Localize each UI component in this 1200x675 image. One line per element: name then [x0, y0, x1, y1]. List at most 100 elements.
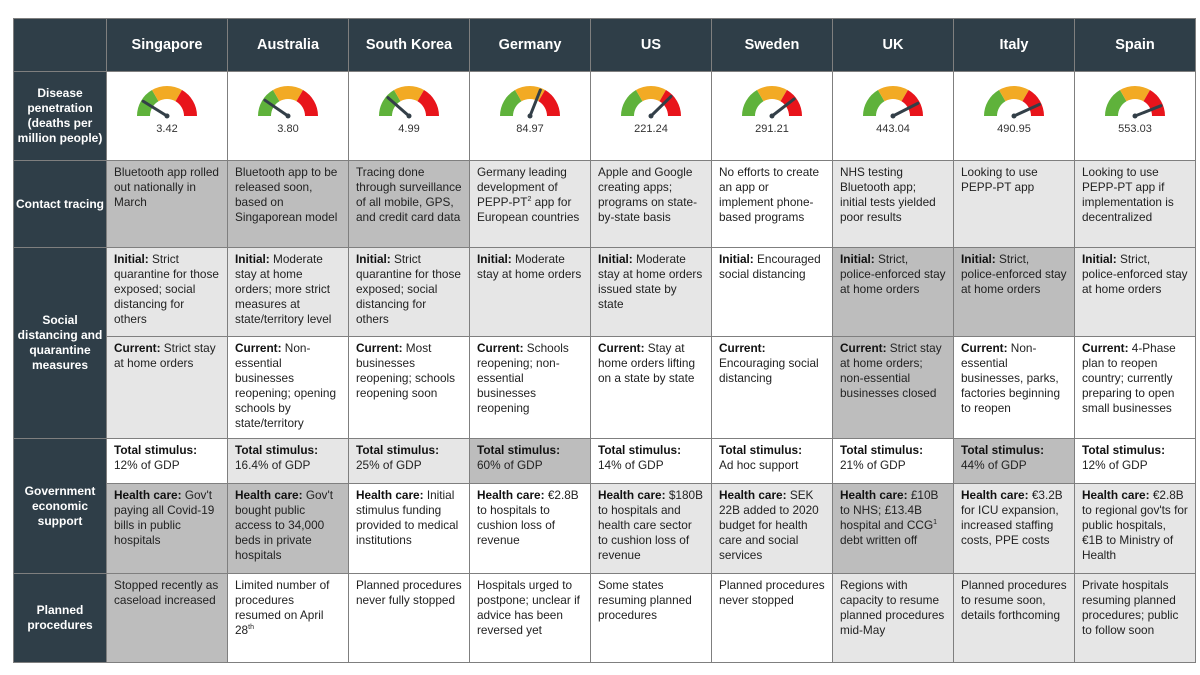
- cell-label: Current:: [961, 341, 1008, 355]
- gauge-orange-segment: [394, 86, 424, 102]
- gauge-green-segment: [984, 90, 1006, 116]
- cell-text: 44% of GDP: [961, 458, 1027, 472]
- column-header: Italy: [954, 19, 1074, 71]
- cell-label: Health care:: [1082, 488, 1150, 502]
- cell-text: Looking to use PEPP-PT app: [961, 165, 1038, 194]
- cell-label: Health care:: [235, 488, 303, 502]
- cell-label: Initial:: [1082, 252, 1117, 266]
- cell-text: Moderate stay at home orders: [477, 252, 582, 281]
- cell-label: Total stimulus:: [114, 443, 198, 457]
- health-care-cell: Health care: €2.8B to regional gov'ts fo…: [1075, 484, 1195, 573]
- cell-text: Gov't bought public access to 34,000 bed…: [235, 488, 333, 562]
- cell-text: 16.4% of GDP: [235, 458, 311, 472]
- cell-label: Initial:: [114, 252, 149, 266]
- gauge-hub: [1011, 113, 1017, 119]
- health-care-cell: Health care: £10B to NHS; £13.4B hospita…: [833, 484, 953, 573]
- cell-label: Health care:: [598, 488, 666, 502]
- cell-text: NHS testing Bluetooth app; initial tests…: [840, 165, 936, 224]
- planned-procedures-cell: Regions with capacity to resume planned …: [833, 574, 953, 662]
- cell-text: Bluetooth app rolled out nationally in M…: [114, 165, 219, 209]
- column-header: Germany: [470, 19, 590, 71]
- row-header-planned: Planned procedures: [14, 574, 106, 662]
- row-header-social: Social distancing and quarantine measure…: [14, 248, 106, 438]
- social-initial-cell: Initial: Strict, police-enforced stay at…: [833, 248, 953, 336]
- cell-text: Non-essential businesses reopening; open…: [235, 341, 337, 430]
- gauge-orange-segment: [757, 86, 787, 102]
- gauge-hub: [769, 113, 775, 119]
- contact-tracing-cell: Looking to use PEPP-PT app if implementa…: [1075, 161, 1195, 247]
- cell-label: Total stimulus:: [840, 443, 924, 457]
- cell-text: 14% of GDP: [598, 458, 664, 472]
- social-current-cell: Current: 4-Phase plan to reopen country;…: [1075, 337, 1195, 438]
- gauge-value: 490.95: [997, 123, 1031, 135]
- cell-text: Encouraged social distancing: [719, 252, 821, 281]
- cell-label: Initial:: [477, 252, 512, 266]
- cell-text: Strict, police-enforced stay at home ord…: [961, 252, 1067, 296]
- cell-label: Health care:: [719, 488, 787, 502]
- header-corner: [14, 19, 106, 71]
- gauge-needle: [891, 101, 920, 118]
- gauge-red-segment: [1022, 90, 1044, 116]
- cell-label: Initial:: [719, 252, 754, 266]
- cell-text: Planned procedures never fully stopped: [356, 578, 462, 607]
- cell-text: app for European countries: [477, 195, 580, 224]
- cell-text: Bluetooth app to be released soon, based…: [235, 165, 338, 224]
- cell-text: Planned procedures never stopped: [719, 578, 825, 607]
- cell-text: debt written off: [840, 533, 918, 547]
- gauge-red-segment: [901, 90, 923, 116]
- contact-tracing-cell: Germany leading development of PEPP-PT2 …: [470, 161, 590, 247]
- cell-label: Health care:: [356, 488, 424, 502]
- planned-procedures-cell: Planned procedures never stopped: [712, 574, 832, 662]
- social-current-cell: Current: Encouraging social distancing: [712, 337, 832, 438]
- planned-procedures-cell: Limited number of procedures resumed on …: [228, 574, 348, 662]
- health-care-cell: Health care: Initial stimulus funding pr…: [349, 484, 469, 573]
- cell-text: 60% of GDP: [477, 458, 543, 472]
- health-care-cell: Health care: €3.2B for ICU expansion, in…: [954, 484, 1074, 573]
- gauge-hub: [648, 113, 654, 119]
- gauge-needle: [770, 97, 796, 118]
- row-header-gov: Government economic support: [14, 439, 106, 573]
- social-initial-cell: Initial: Encouraged social distancing: [712, 248, 832, 336]
- gauge-hub: [1132, 113, 1138, 119]
- planned-procedures-cell: Hospitals urged to postpone; unclear if …: [470, 574, 590, 662]
- gauge-needle: [263, 98, 290, 118]
- gauge-red-segment: [175, 90, 197, 116]
- cell-label: Current:: [356, 341, 403, 355]
- contact-tracing-cell: No efforts to create an app or implement…: [712, 161, 832, 247]
- planned-procedures-cell: Planned procedures never fully stopped: [349, 574, 469, 662]
- gauge-cell: 443.04: [833, 72, 953, 160]
- gauge-hub: [406, 113, 412, 119]
- cell-label: Total stimulus:: [719, 443, 803, 457]
- gauge-needle: [1133, 104, 1163, 118]
- gauge-orange-segment: [999, 86, 1029, 102]
- cell-text: Strict quarantine for those exposed; soc…: [114, 252, 219, 326]
- cell-text: Strict, police-enforced stay at home ord…: [1082, 252, 1188, 296]
- comparison-table: Singapore Australia South Korea Germany US Sw…: [13, 18, 1196, 663]
- cell-text: €2.8B to regional gov'ts for public hosp…: [1082, 488, 1188, 562]
- stimulus-cell: Total stimulus: 14% of GDP: [591, 439, 711, 483]
- gauge-dial: [984, 86, 1044, 119]
- cell-text: Some states resuming planned procedures: [598, 578, 692, 622]
- health-care-cell: Health care: $180B to hospitals and heal…: [591, 484, 711, 573]
- cell-label: Current:: [598, 341, 645, 355]
- superscript: 2: [527, 196, 532, 204]
- cell-text: Germany leading development of PEPP-PT: [477, 165, 567, 209]
- cell-text: Encouraging social distancing: [719, 356, 819, 385]
- gauge-orange-segment: [636, 86, 666, 102]
- social-initial-cell: Initial: Strict quarantine for those exp…: [349, 248, 469, 336]
- gauge-value: 291.21: [755, 123, 789, 135]
- superscript: 1: [933, 519, 938, 527]
- cell-text: Private hospitals resuming planned proce…: [1082, 578, 1179, 637]
- cell-label: Initial:: [356, 252, 391, 266]
- contact-tracing-cell: Bluetooth app to be released soon, based…: [228, 161, 348, 247]
- cell-text: Hospitals urged to postpone; unclear if …: [477, 578, 580, 637]
- social-current-cell: Current: Schools reopening; non-essentia…: [470, 337, 590, 438]
- cell-label: Current:: [840, 341, 887, 355]
- cell-text: Looking to use PEPP-PT app if implementa…: [1082, 165, 1174, 224]
- cell-text: Strict quarantine for those exposed; soc…: [356, 252, 461, 326]
- stimulus-cell: Total stimulus: 21% of GDP: [833, 439, 953, 483]
- gauge-dial: [621, 86, 681, 119]
- gauge-value: 3.42: [156, 123, 178, 135]
- gauge-dial: [742, 86, 802, 119]
- social-current-cell: Current: Non-essential businesses reopen…: [228, 337, 348, 438]
